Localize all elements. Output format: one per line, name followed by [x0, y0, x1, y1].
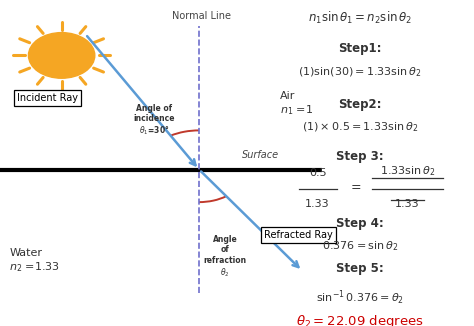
- Text: Normal Line: Normal Line: [172, 11, 231, 21]
- Text: $n_1 \sin\theta_1 = n_2\sin\theta_2$: $n_1 \sin\theta_1 = n_2\sin\theta_2$: [308, 10, 412, 26]
- Text: Air
$n_1$ =1: Air $n_1$ =1: [280, 91, 313, 117]
- Text: $(1) \times 0.5 = 1.33\sin\theta_2$: $(1) \times 0.5 = 1.33\sin\theta_2$: [302, 121, 419, 134]
- Text: Angle of
incidence
$\theta_1$=30°: Angle of incidence $\theta_1$=30°: [133, 104, 175, 138]
- Text: $0.376 = \sin\theta_2$: $0.376 = \sin\theta_2$: [322, 240, 398, 253]
- Text: Step2:: Step2:: [338, 98, 382, 111]
- Text: Step1:: Step1:: [338, 42, 382, 55]
- Text: $\theta_2 = 22.09\ \mathrm{degrees}$: $\theta_2 = 22.09\ \mathrm{degrees}$: [296, 313, 424, 326]
- Text: =: =: [350, 181, 361, 194]
- Text: 1.33: 1.33: [305, 199, 330, 209]
- Text: Refracted Ray: Refracted Ray: [264, 230, 333, 240]
- Text: $1.33\sin\theta_2$: $1.33\sin\theta_2$: [380, 164, 436, 178]
- Text: 1.33: 1.33: [395, 199, 420, 209]
- Text: Incident Ray: Incident Ray: [17, 93, 78, 103]
- Text: Step 4:: Step 4:: [337, 217, 384, 230]
- Text: 0.5: 0.5: [309, 168, 327, 178]
- Text: Step 3:: Step 3:: [337, 150, 384, 163]
- Text: Surface: Surface: [242, 150, 279, 160]
- Text: Angle
of
refraction
$\theta_2$: Angle of refraction $\theta_2$: [204, 235, 246, 279]
- Text: Water
$n_2$ =1.33: Water $n_2$ =1.33: [9, 248, 61, 274]
- Text: $\sin^{-1} 0.376 = \theta_2$: $\sin^{-1} 0.376 = \theta_2$: [316, 289, 404, 307]
- Text: $(1)\sin(30) = 1.33\sin\theta_2$: $(1)\sin(30) = 1.33\sin\theta_2$: [299, 65, 422, 79]
- Text: Step 5:: Step 5:: [337, 262, 384, 275]
- Circle shape: [28, 33, 95, 78]
